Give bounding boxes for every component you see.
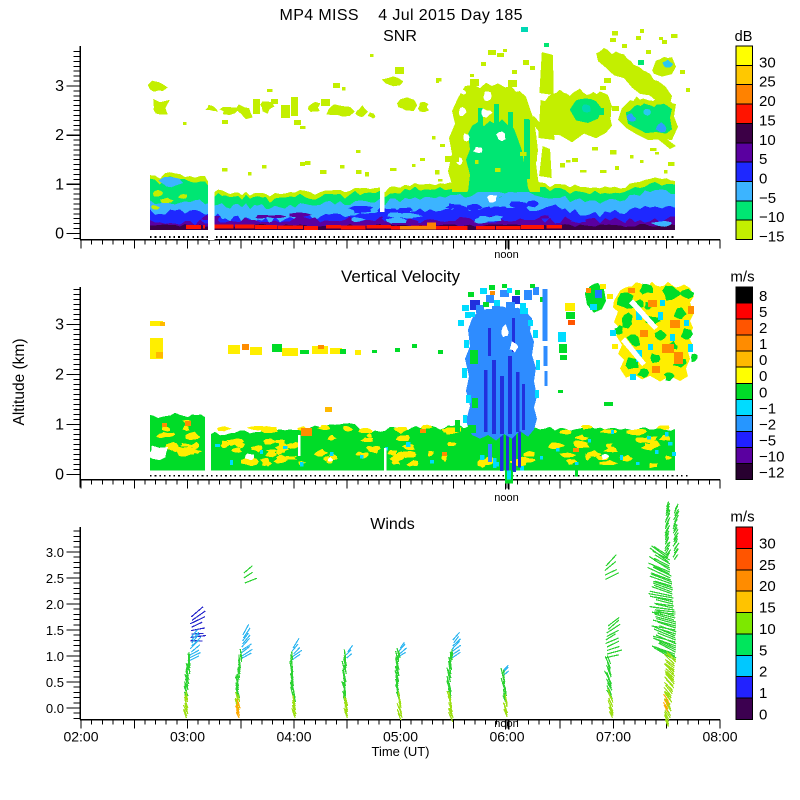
svg-text:04:00: 04:00 — [276, 729, 311, 745]
svg-text:Winds: Winds — [370, 516, 414, 533]
svg-text:Vertical Velocity: Vertical Velocity — [341, 267, 461, 286]
svg-text:Time (UT): Time (UT) — [371, 744, 429, 759]
svg-text:02:00: 02:00 — [63, 729, 98, 745]
svg-text:m/s: m/s — [730, 269, 754, 286]
svg-text:3: 3 — [55, 78, 64, 95]
svg-text:Altitude (km): Altitude (km) — [11, 339, 28, 426]
svg-text:3.0: 3.0 — [46, 545, 64, 560]
svg-text:0.5: 0.5 — [46, 675, 64, 690]
svg-text:10: 10 — [759, 132, 776, 149]
svg-text:0: 0 — [55, 467, 64, 484]
svg-text:noon: noon — [494, 718, 518, 730]
svg-text:−5: −5 — [759, 432, 776, 449]
svg-text:1.0: 1.0 — [46, 649, 64, 664]
svg-text:−10: −10 — [759, 448, 784, 465]
svg-text:08:00: 08:00 — [702, 729, 737, 745]
svg-text:noon: noon — [494, 249, 518, 261]
svg-text:1: 1 — [759, 336, 767, 353]
svg-text:07:00: 07:00 — [596, 729, 631, 745]
svg-text:noon: noon — [494, 492, 518, 504]
svg-text:5: 5 — [759, 642, 767, 659]
svg-text:03:00: 03:00 — [170, 729, 205, 745]
svg-text:0: 0 — [55, 226, 64, 243]
svg-text:25: 25 — [759, 557, 776, 574]
svg-text:dB: dB — [735, 29, 753, 45]
svg-text:−5: −5 — [759, 190, 776, 207]
svg-text:MP4 MISS 4 Jul 2015 Day 185: MP4 MISS 4 Jul 2015 Day 185 — [280, 7, 523, 24]
svg-text:1.5: 1.5 — [46, 623, 64, 638]
svg-text:20: 20 — [759, 93, 776, 110]
svg-text:10: 10 — [759, 621, 776, 638]
svg-text:2: 2 — [759, 664, 767, 681]
svg-text:−12: −12 — [759, 464, 784, 481]
svg-text:25: 25 — [759, 74, 776, 91]
svg-text:15: 15 — [759, 600, 776, 617]
svg-text:0: 0 — [759, 384, 767, 401]
svg-text:2: 2 — [55, 367, 64, 384]
svg-text:30: 30 — [759, 54, 776, 71]
svg-text:2: 2 — [55, 127, 64, 144]
svg-text:05:00: 05:00 — [383, 729, 418, 745]
svg-text:0.0: 0.0 — [46, 701, 64, 716]
svg-text:30: 30 — [759, 535, 776, 552]
svg-text:8: 8 — [759, 288, 767, 305]
svg-text:1: 1 — [759, 685, 767, 702]
svg-text:0: 0 — [759, 170, 767, 187]
svg-text:2: 2 — [759, 320, 767, 337]
svg-text:1: 1 — [55, 417, 64, 434]
svg-text:m/s: m/s — [730, 509, 754, 526]
svg-text:−2: −2 — [759, 416, 776, 433]
svg-text:0: 0 — [759, 707, 767, 724]
svg-text:2.5: 2.5 — [46, 571, 64, 586]
svg-text:20: 20 — [759, 578, 776, 595]
svg-text:06:00: 06:00 — [489, 729, 524, 745]
svg-text:5: 5 — [759, 304, 767, 321]
svg-text:−1: −1 — [759, 400, 776, 417]
svg-text:2.0: 2.0 — [46, 597, 64, 612]
svg-text:0: 0 — [759, 352, 767, 369]
svg-text:15: 15 — [759, 112, 776, 129]
svg-text:0: 0 — [759, 368, 767, 385]
svg-text:−15: −15 — [759, 229, 784, 246]
svg-text:−10: −10 — [759, 209, 784, 226]
svg-text:5: 5 — [759, 151, 767, 168]
svg-text:1: 1 — [55, 176, 64, 193]
svg-text:3: 3 — [55, 317, 64, 334]
svg-text:SNR: SNR — [383, 28, 417, 45]
